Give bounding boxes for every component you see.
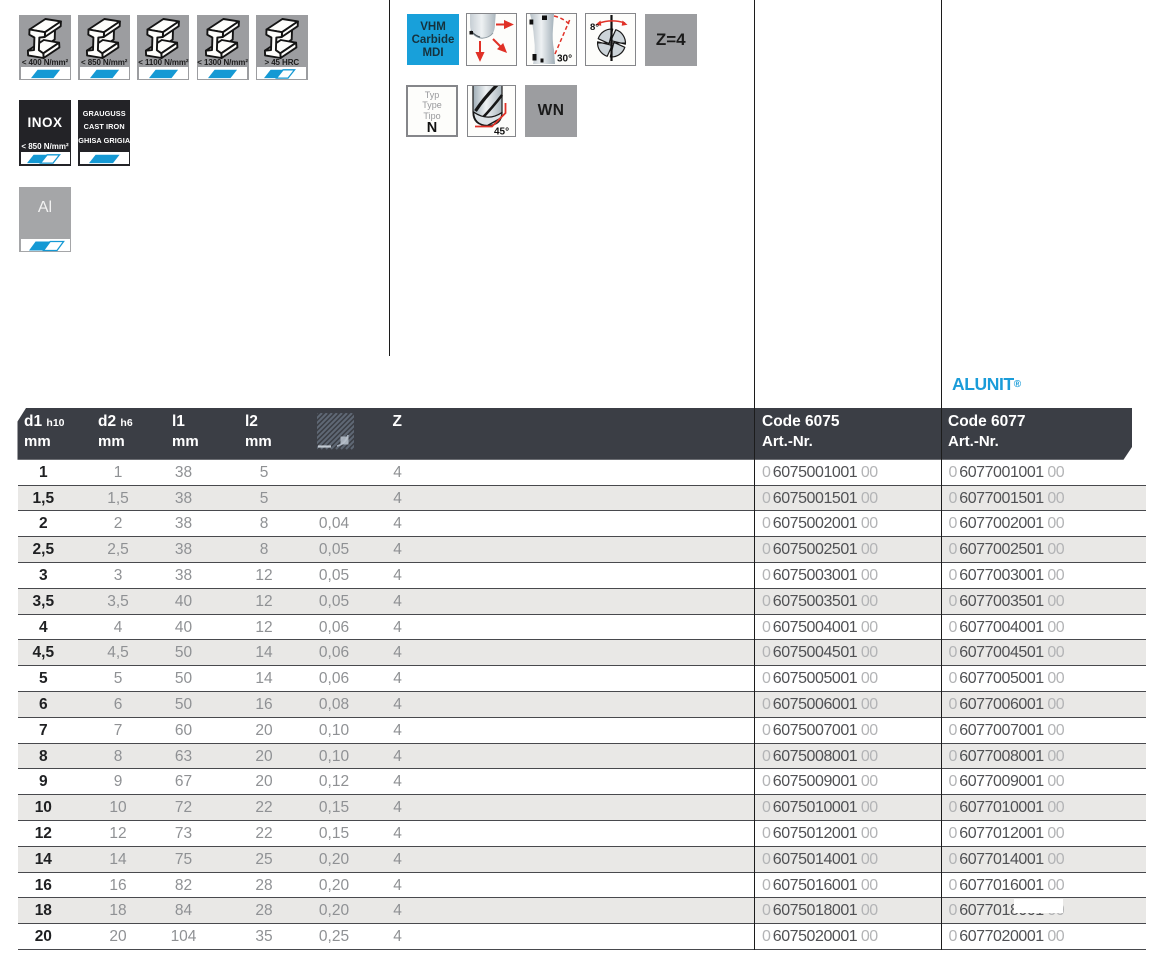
svg-text:8°: 8°	[590, 22, 599, 33]
svg-text:45°: 45°	[494, 126, 509, 136]
svg-text:30°: 30°	[557, 54, 572, 65]
